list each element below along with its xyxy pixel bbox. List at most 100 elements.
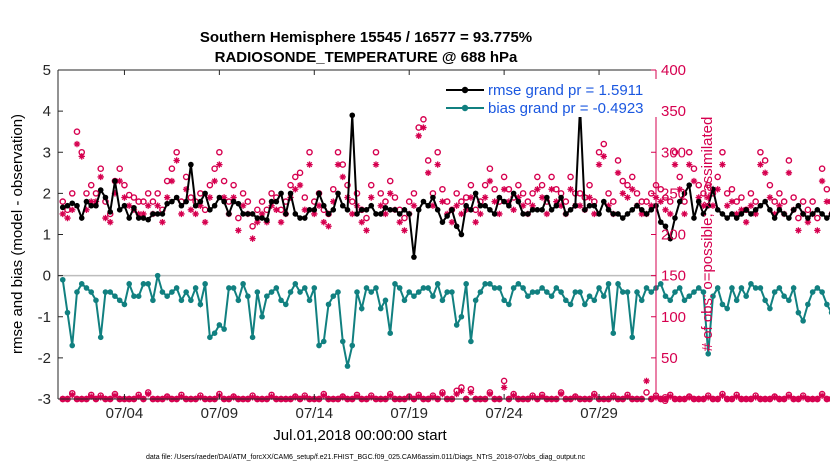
obs-possible-marker-26 — [182, 173, 190, 181]
obs-assimilated-marker-34 — [220, 194, 228, 201]
obs-assimilated-marker-78 — [429, 202, 437, 209]
obs-assimilated-marker-65 — [368, 194, 375, 201]
obs-assimilated-marker-128 — [667, 210, 674, 218]
obs-possible-marker-52 — [306, 148, 313, 156]
bias-series-point-147 — [757, 285, 764, 291]
y-left-tick-label-6: -1 — [38, 309, 51, 326]
obs-assimilated-marker-95 — [510, 206, 517, 214]
obs-low-assimilated-marker-158 — [809, 395, 816, 403]
obs-low-assimilated-marker-95 — [510, 392, 517, 399]
bias-series-point-160 — [819, 289, 825, 295]
obs-low-assimilated-marker-147 — [757, 395, 764, 403]
obs-possible-marker-24 — [173, 148, 180, 156]
obs-possible-marker-119 — [624, 181, 631, 189]
y-right-tick-label-1: 350 — [661, 103, 686, 120]
rmse-series-point-155 — [795, 202, 802, 209]
obs-possible-marker-39 — [244, 198, 252, 205]
obs-low-assimilated-marker-160 — [818, 392, 826, 399]
bias-series-point-16 — [135, 293, 142, 299]
obs-possible-marker-101 — [538, 181, 546, 189]
obs-low-possible-marker-93 — [500, 377, 508, 385]
rmse-series-point-123 — [643, 211, 650, 217]
obs-assimilated-marker-77 — [424, 169, 432, 177]
rmse-series-point-49 — [292, 211, 299, 217]
bias-series-point-47 — [283, 301, 289, 308]
rmse-series-point-37 — [235, 200, 242, 207]
rmse-series-point-39 — [245, 211, 251, 217]
rmse-series-point-31 — [207, 207, 213, 213]
rmse-series-point-129 — [672, 215, 678, 221]
obs-possible-marker-134 — [695, 181, 703, 189]
bias-series-point-23 — [169, 289, 175, 295]
rmse-series-point-36 — [230, 198, 237, 205]
rmse-series-point-62 — [354, 211, 360, 217]
rmse-series-point-26 — [183, 198, 189, 205]
obs-assimilated-marker-146 — [752, 210, 759, 218]
obs-assimilated-marker-32 — [211, 177, 218, 185]
obs-assimilated-marker-42 — [258, 210, 266, 218]
rmse-series-point-146 — [752, 207, 759, 213]
rmse-series-point-18 — [145, 216, 151, 223]
rmse-series-point-10 — [107, 209, 114, 215]
obs-assimilated-marker-83 — [453, 202, 460, 209]
obs-assimilated-marker-102 — [543, 210, 551, 218]
obs-assimilated-marker-131 — [681, 210, 688, 218]
obs-low-assimilated-marker-101 — [538, 393, 546, 400]
rmse-series-point-112 — [591, 202, 598, 209]
rmse-series-point-94 — [506, 202, 512, 209]
obs-possible-marker-121 — [633, 190, 641, 197]
x-tick-label-2: 07/14 — [296, 405, 334, 422]
bias-series-point-113 — [596, 285, 602, 291]
obs-possible-marker-72 — [401, 214, 408, 222]
bias-series-point-73 — [406, 289, 413, 295]
bias-series-point-84 — [458, 313, 465, 320]
rmse-series-point-23 — [169, 198, 175, 205]
obs-possible-marker-7 — [92, 190, 100, 197]
rmse-series-point-115 — [605, 207, 612, 213]
rmse-series-point-12 — [116, 207, 123, 213]
obs-low-assimilated-marker-156 — [799, 394, 807, 401]
bias-series-point-30 — [202, 281, 208, 287]
obs-assimilated-marker-6 — [88, 198, 95, 205]
rmse-series-point-42 — [259, 215, 265, 221]
bias-series-point-19 — [150, 297, 156, 304]
rmse-series-point-110 — [582, 207, 588, 213]
rmse-series-point-156 — [800, 211, 806, 217]
bias-series-point-98 — [525, 293, 531, 299]
rmse-series-point-152 — [781, 211, 787, 217]
obs-low-assimilated-marker-127 — [662, 395, 669, 403]
obs-possible-marker-100 — [534, 173, 541, 181]
obs-possible-marker-93 — [500, 173, 508, 181]
bias-series-point-134 — [695, 285, 702, 291]
bias-series-point-105 — [558, 289, 564, 295]
y-left-tick-label-0: 5 — [43, 62, 51, 79]
obs-possible-marker-149 — [766, 181, 774, 189]
rmse-series-point-86 — [468, 207, 474, 213]
obs-possible-marker-150 — [771, 198, 778, 205]
rmse-series-point-72 — [401, 207, 408, 213]
obs-possible-marker-97 — [519, 190, 527, 197]
obs-low-assimilated-marker-11 — [111, 392, 119, 399]
obs-possible-marker-145 — [747, 190, 755, 197]
bias-series-point-100 — [534, 289, 541, 295]
obs-possible-marker-80 — [439, 185, 446, 193]
y-left-tick-label-2: 3 — [43, 144, 51, 161]
obs-assimilated-marker-27 — [187, 206, 195, 214]
bias-series-point-21 — [159, 289, 166, 295]
obs-possible-marker-117 — [614, 157, 622, 164]
bias-series-point-137 — [710, 293, 716, 299]
rmse-series-point-25 — [178, 202, 185, 209]
rmse-series-point-108 — [572, 202, 579, 209]
rmse-series-point-24 — [173, 194, 180, 201]
rmse-series-point-153 — [786, 215, 792, 221]
obs-low-assimilated-marker-161 — [823, 395, 830, 403]
obs-assimilated-marker-28 — [192, 210, 199, 218]
obs-assimilated-marker-75 — [415, 132, 422, 139]
rmse-series-point-66 — [373, 211, 379, 217]
rmse-series-point-3 — [74, 202, 80, 209]
obs-possible-marker-146 — [752, 198, 759, 205]
obs-assimilated-marker-155 — [795, 227, 802, 234]
bias-series-point-114 — [600, 293, 607, 299]
bias-series-point-7 — [93, 297, 99, 304]
obs-possible-marker-65 — [367, 181, 375, 189]
